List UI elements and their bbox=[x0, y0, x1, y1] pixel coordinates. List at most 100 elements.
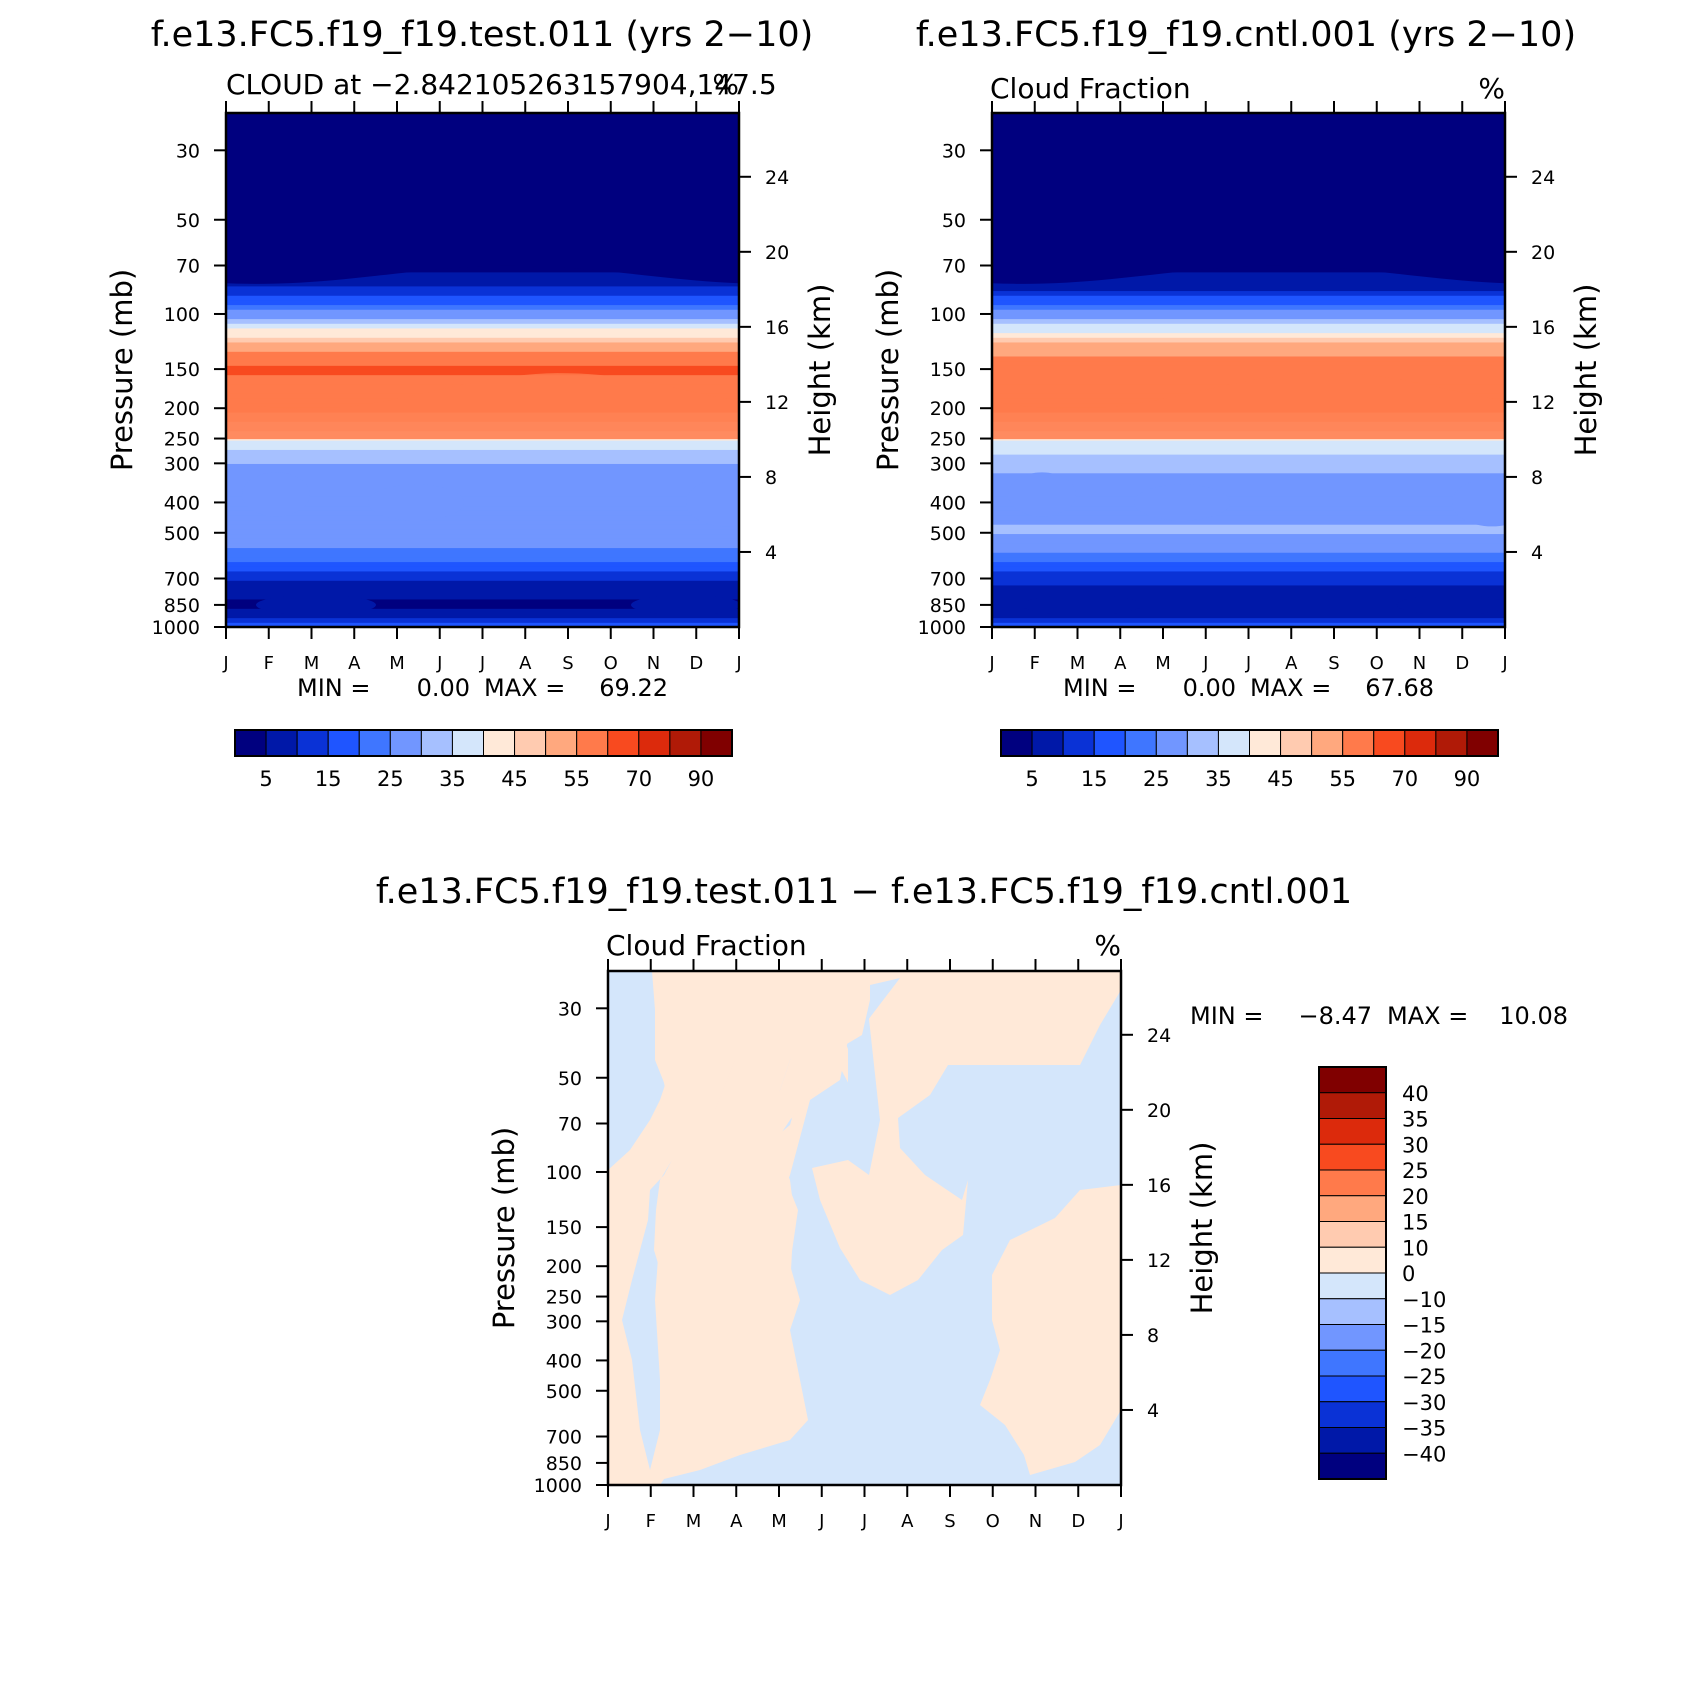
field-band bbox=[226, 308, 739, 315]
x-tick-label: N bbox=[1029, 1511, 1042, 1532]
colorbar-label: 40 bbox=[1402, 1082, 1429, 1106]
field-band bbox=[992, 322, 1505, 329]
colorbar-swatch bbox=[1155, 729, 1188, 757]
height-tick-label: 16 bbox=[1147, 1175, 1171, 1197]
height-tick-label: 12 bbox=[1147, 1250, 1171, 1272]
y-tick-label: 400 bbox=[164, 492, 200, 514]
field-band bbox=[226, 448, 739, 455]
field-band bbox=[226, 570, 739, 577]
field-band bbox=[226, 547, 739, 553]
field-band bbox=[226, 276, 739, 282]
field-band bbox=[992, 584, 1505, 591]
y-tick-label: 700 bbox=[546, 1427, 582, 1449]
field-band bbox=[992, 528, 1505, 535]
field-band bbox=[226, 355, 739, 362]
x-tick-label: J bbox=[479, 653, 485, 674]
colorbar-swatch bbox=[234, 729, 267, 757]
field-band bbox=[226, 369, 739, 376]
colorbar-swatch bbox=[1373, 729, 1406, 757]
x-tick-label: J bbox=[222, 653, 228, 674]
y-tick-label: 1000 bbox=[918, 617, 966, 639]
field-band bbox=[226, 495, 739, 502]
mid-level-anomaly bbox=[1008, 472, 1076, 517]
colorbar-swatch bbox=[1404, 729, 1437, 757]
colorbar-swatch bbox=[296, 729, 329, 757]
field-band bbox=[226, 612, 739, 619]
colorbar-swatch bbox=[607, 729, 640, 757]
colorbar-label: 5 bbox=[259, 767, 272, 791]
field-band bbox=[226, 476, 739, 483]
colorbar-swatch bbox=[1000, 729, 1033, 757]
panel-test: f.e13.FC5.f19_f19.test.011 (yrs 2−10) CL… bbox=[105, 15, 837, 791]
field-band bbox=[226, 607, 739, 614]
field-band bbox=[226, 523, 739, 530]
stratosphere-clear-region bbox=[992, 113, 1505, 284]
field-band bbox=[226, 579, 739, 586]
field-band bbox=[992, 364, 1505, 371]
colorbar-swatch bbox=[1318, 1118, 1387, 1145]
x-tick-label: M bbox=[1155, 653, 1171, 674]
x-tick-label: A bbox=[730, 1511, 743, 1532]
field-band bbox=[226, 290, 739, 296]
diff-negative-region-center bbox=[848, 1010, 880, 1175]
colorbar-label: −25 bbox=[1402, 1365, 1446, 1389]
field-band bbox=[226, 346, 739, 352]
colorbar-label: 25 bbox=[1143, 767, 1170, 791]
field-band bbox=[226, 299, 739, 306]
panel-cntl-ylabel-right: Height (km) bbox=[1569, 284, 1603, 457]
mid-level-anomaly bbox=[1134, 484, 1230, 521]
field-band bbox=[992, 589, 1505, 595]
colorbar-swatch bbox=[483, 729, 516, 757]
field-band bbox=[226, 458, 739, 464]
mid-level-anomaly bbox=[242, 472, 310, 517]
field-band bbox=[992, 495, 1505, 502]
panel-diff-plot bbox=[608, 971, 1121, 1485]
colorbar-label: −35 bbox=[1402, 1417, 1446, 1441]
field-band bbox=[226, 519, 739, 525]
field-band bbox=[226, 551, 739, 558]
colorbar-label: 35 bbox=[1205, 767, 1232, 791]
colorbar-label: 30 bbox=[1402, 1133, 1429, 1157]
field-band bbox=[992, 313, 1505, 320]
panel-diff-ylabel: Pressure (mb) bbox=[487, 1127, 521, 1329]
field-band bbox=[226, 322, 739, 329]
field-band bbox=[226, 318, 739, 324]
y-tick-label: 150 bbox=[546, 1217, 582, 1239]
colorbar-frame bbox=[234, 729, 733, 757]
colorbar-swatch bbox=[1280, 729, 1313, 757]
mid-level-anomaly bbox=[686, 478, 739, 527]
colorbar-label: −10 bbox=[1402, 1288, 1446, 1312]
y-tick-label: 150 bbox=[930, 359, 966, 381]
x-tick-label: J bbox=[1202, 653, 1208, 674]
height-tick-label: 24 bbox=[1147, 1025, 1171, 1047]
x-tick-label: J bbox=[988, 653, 994, 674]
x-tick-label: D bbox=[1455, 653, 1469, 674]
field-band bbox=[992, 509, 1505, 516]
x-tick-label: D bbox=[689, 653, 703, 674]
field-band bbox=[992, 490, 1505, 497]
y-tick-label: 300 bbox=[930, 453, 966, 475]
height-tick-label: 24 bbox=[1531, 167, 1555, 189]
field-band bbox=[992, 476, 1505, 483]
field-band bbox=[226, 584, 739, 591]
panel-cntl-units: % bbox=[1478, 72, 1505, 105]
colorbar-label: 55 bbox=[1329, 767, 1356, 791]
colorbar-label: 15 bbox=[1081, 767, 1108, 791]
colorbar-swatch bbox=[1031, 729, 1064, 757]
colorbar-swatch bbox=[1342, 729, 1375, 757]
field-band bbox=[226, 444, 739, 450]
colorbar-swatch bbox=[1318, 1324, 1387, 1351]
diff-positive-region-east bbox=[980, 1185, 1121, 1475]
panel-test-units: % bbox=[712, 68, 739, 101]
field-band bbox=[992, 458, 1505, 464]
panel-diff-min-value: −8.47 bbox=[1298, 1002, 1372, 1030]
colorbar-swatch bbox=[1318, 1427, 1387, 1454]
panel-cntl: f.e13.FC5.f19_f19.cntl.001 (yrs 2−10) Cl… bbox=[871, 15, 1603, 791]
field-band bbox=[226, 490, 739, 497]
colorbar-label: 15 bbox=[315, 767, 342, 791]
y-tick-label: 500 bbox=[164, 523, 200, 545]
colorbar-label: −15 bbox=[1402, 1314, 1446, 1338]
field-band bbox=[992, 453, 1505, 460]
field-band bbox=[992, 607, 1505, 614]
low-level-cloud-minimum bbox=[1022, 594, 1142, 615]
